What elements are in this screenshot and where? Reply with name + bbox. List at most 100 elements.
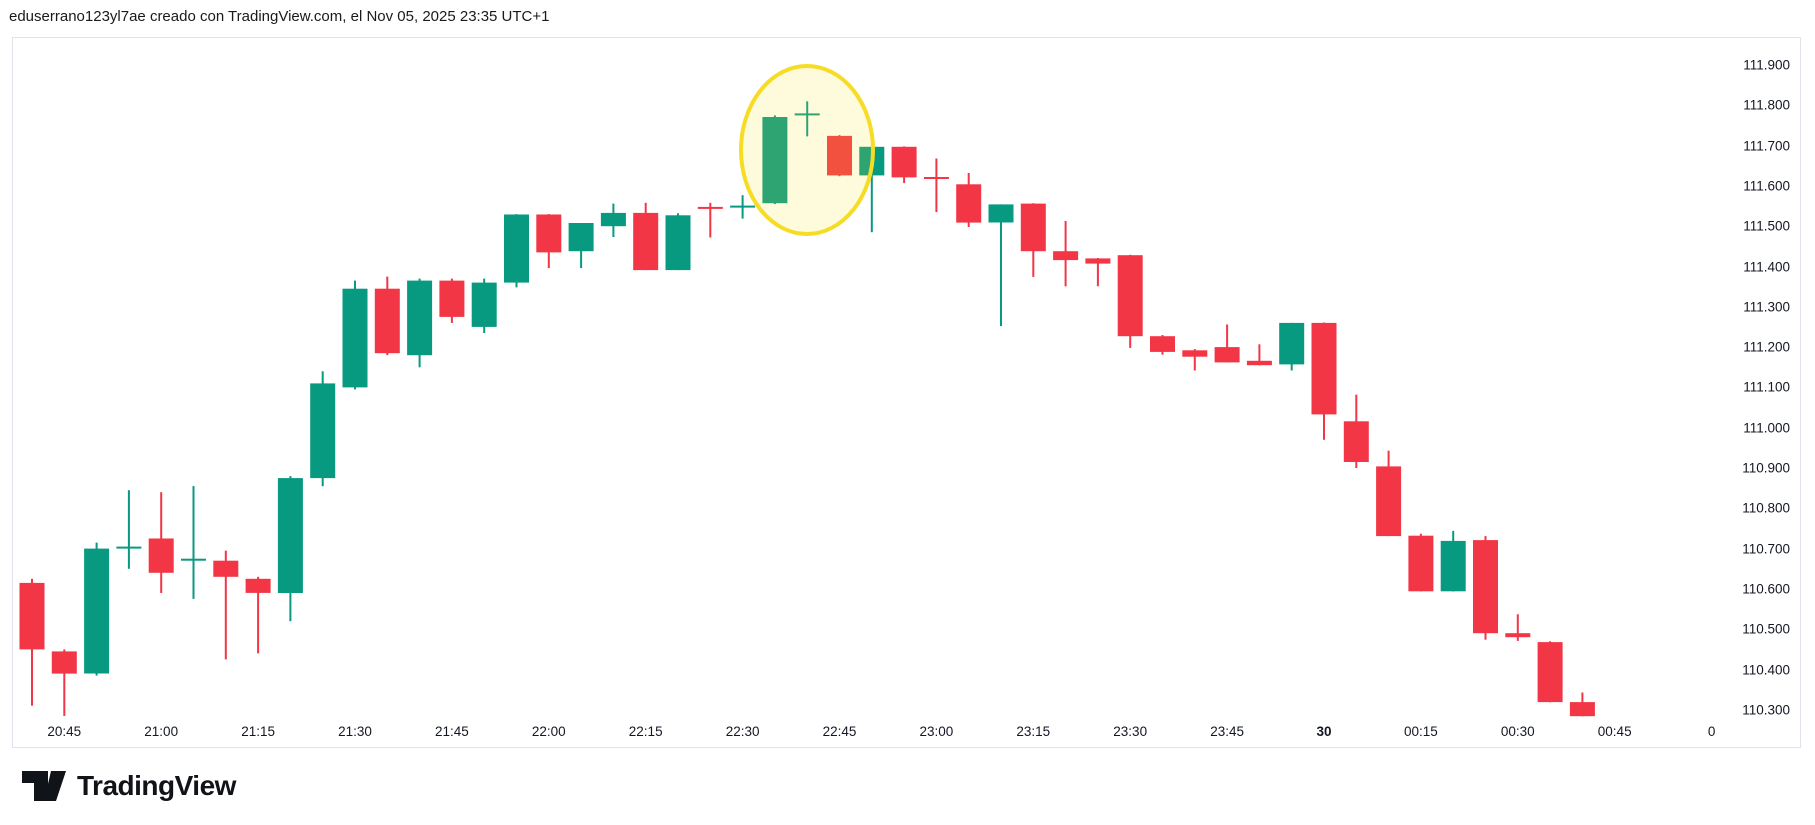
snapshot-attribution: eduserrano123yl7ae creado con TradingVie… <box>9 8 550 25</box>
highlight-ellipse-annotation[interactable] <box>739 64 875 236</box>
candle-body <box>1214 347 1240 363</box>
time-tick-0: 0 <box>1707 724 1716 739</box>
candle-body <box>730 205 756 208</box>
candle-body <box>213 560 239 577</box>
price-tick-110.800: 110.800 <box>1742 500 1790 516</box>
candle-21:35 <box>374 276 400 356</box>
price-tick-111.200: 111.200 <box>1743 339 1790 355</box>
time-tick-00:30: 00:30 <box>1500 724 1535 739</box>
time-tick-30: 30 <box>1316 724 1332 739</box>
candle-wick <box>192 486 195 599</box>
candle-22:35 <box>762 115 788 205</box>
price-tick-110.600: 110.600 <box>1742 581 1790 597</box>
time-tick-00:15: 00:15 <box>1403 724 1438 739</box>
candle-body <box>471 282 497 327</box>
candle-body <box>181 558 206 561</box>
candle-23:50 <box>1246 344 1272 366</box>
chart-widget-frame <box>12 37 1801 748</box>
time-tick-20:45: 20:45 <box>47 724 82 739</box>
time-tick-21:45: 21:45 <box>434 724 469 739</box>
candle-body <box>568 223 594 252</box>
candle-body <box>19 582 45 650</box>
candle-23:10 <box>988 204 1014 327</box>
candle-wick <box>224 550 227 660</box>
candle-body <box>536 214 562 253</box>
price-tick-111.400: 111.400 <box>1743 259 1790 274</box>
candle-body <box>504 214 529 283</box>
candle-21:15 <box>245 576 271 654</box>
time-tick-23:45: 23:45 <box>1210 724 1244 739</box>
candle-body <box>1246 360 1272 366</box>
candle-body <box>51 651 77 674</box>
candle-wick <box>1096 258 1099 287</box>
candle-00:10 <box>1376 450 1402 537</box>
candle-21:00 <box>148 492 174 593</box>
candle-body <box>988 204 1014 223</box>
candle-wick <box>1000 204 1002 327</box>
candle-22:30 <box>730 195 756 219</box>
candle-22:05 <box>568 223 594 269</box>
candle-body <box>665 215 691 271</box>
time-tick-23:15: 23:15 <box>1016 724 1051 739</box>
candle-wick <box>1226 324 1229 363</box>
candle-23:15 <box>1020 203 1046 277</box>
candle-00:15 <box>1408 533 1434 592</box>
candle-body <box>762 117 788 204</box>
candle-21:40 <box>407 278 433 368</box>
candle-body <box>827 135 852 176</box>
candle-body <box>1473 540 1498 634</box>
candle-22:00 <box>536 214 562 269</box>
time-tick-22:30: 22:30 <box>725 724 760 739</box>
candle-wick <box>257 576 260 654</box>
candle-22:10 <box>600 203 626 237</box>
candle-body <box>600 212 626 227</box>
tradingview-logo[interactable]: TradingView <box>22 770 236 802</box>
candle-23:30 <box>1117 254 1143 348</box>
candle-20:40 <box>19 578 45 706</box>
candle-body <box>1182 350 1208 357</box>
candle-20:50 <box>84 542 110 676</box>
time-tick-21:30: 21:30 <box>338 724 372 739</box>
candle-wick <box>806 101 809 137</box>
candle-wick <box>1193 349 1196 371</box>
candle-wick <box>63 649 66 716</box>
candle-23:25 <box>1085 258 1111 287</box>
candle-body <box>148 538 174 573</box>
tradingview-logo-text: TradingView <box>77 770 236 801</box>
candle-21:45 <box>439 278 465 323</box>
time-tick-21:15: 21:15 <box>241 724 275 739</box>
candle-20:55 <box>116 490 142 569</box>
time-tick-00:45: 00:45 <box>1597 724 1632 739</box>
candle-body <box>116 546 142 549</box>
candle-body <box>1085 258 1111 264</box>
candle-23:20 <box>1053 221 1079 287</box>
candle-body <box>1150 336 1175 352</box>
candle-body <box>84 548 110 674</box>
price-tick-111.100: 111.100 <box>1743 379 1790 395</box>
time-tick-23:00: 23:00 <box>919 724 954 739</box>
candle-body <box>1408 535 1434 592</box>
candle-00:30 <box>1505 614 1531 641</box>
candle-21:30 <box>342 280 368 390</box>
price-tick-111.800: 111.800 <box>1743 97 1790 113</box>
candle-body <box>1117 255 1143 337</box>
candle-00:35 <box>1537 641 1563 703</box>
candles-series <box>19 101 1595 717</box>
candle-21:55 <box>504 214 529 288</box>
candle-wick <box>127 490 130 569</box>
candle-body <box>794 113 820 116</box>
price-tick-111.000: 111.000 <box>1743 420 1790 436</box>
candle-21:05 <box>181 486 206 599</box>
candle-wick <box>1258 344 1261 366</box>
candle-wick <box>935 158 938 213</box>
candle-body <box>374 288 400 354</box>
candle-23:35 <box>1150 335 1175 355</box>
candle-body <box>891 146 917 178</box>
candle-21:50 <box>471 278 497 333</box>
price-tick-111.600: 111.600 <box>1743 178 1790 194</box>
time-tick-22:15: 22:15 <box>628 724 663 739</box>
candle-23:55 <box>1279 322 1305 371</box>
price-tick-110.400: 110.400 <box>1742 662 1790 677</box>
